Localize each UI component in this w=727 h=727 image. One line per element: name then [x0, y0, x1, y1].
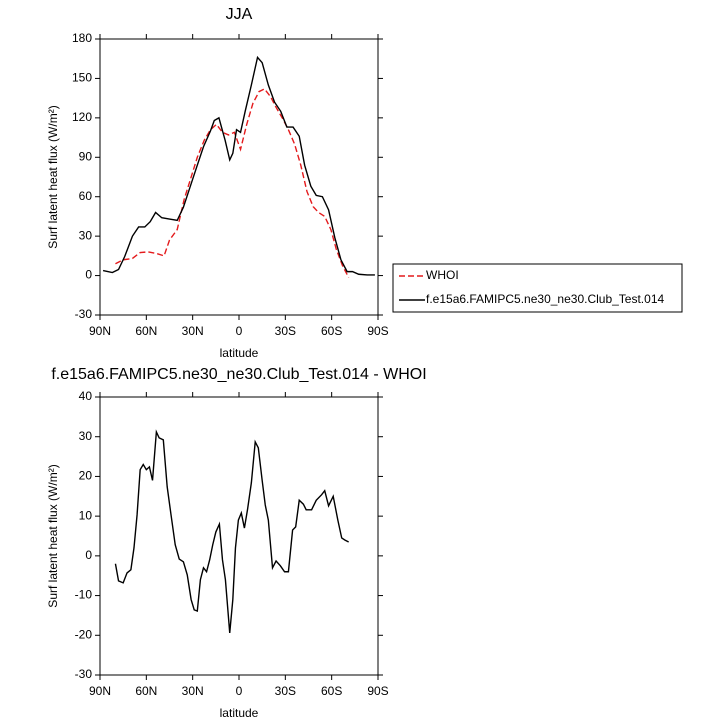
x-tick-label: 0	[236, 324, 243, 338]
data-line	[115, 88, 350, 278]
y-tick-label: 60	[79, 189, 93, 203]
y-tick-label: 20	[79, 469, 93, 483]
chart-title: f.e15a6.FAMIPC5.ne30_ne30.Club_Test.014 …	[51, 366, 426, 383]
y-tick-label: -10	[75, 588, 93, 602]
plot-frame	[99, 38, 379, 316]
y-tick-label: -30	[75, 307, 93, 321]
legend-box	[392, 263, 683, 313]
x-tick-label: 30S	[275, 324, 296, 338]
x-tick-label: 30N	[182, 324, 204, 338]
y-tick-label: 180	[72, 31, 92, 45]
y-axis-label: Surf latent heat flux (W/m²)	[46, 105, 60, 248]
y-axis-label: Surf latent heat flux (W/m²)	[46, 464, 60, 607]
x-tick-label: 90N	[89, 684, 111, 698]
y-tick-label: 150	[72, 71, 92, 85]
x-tick-label: 30S	[275, 684, 296, 698]
x-tick-label: 60N	[135, 684, 157, 698]
y-tick-label: 30	[79, 228, 93, 242]
y-tick-label: 40	[79, 389, 93, 403]
x-tick-label: 90N	[89, 324, 111, 338]
x-tick-label: 0	[236, 684, 243, 698]
x-axis-label: latitude	[220, 706, 259, 720]
y-tick-label: 30	[79, 429, 93, 443]
x-tick-label: 90S	[367, 684, 388, 698]
x-tick-label: 60S	[321, 324, 342, 338]
plot-frame	[99, 396, 379, 676]
data-line	[102, 55, 375, 276]
y-tick-label: 0	[85, 268, 92, 282]
y-tick-label: 10	[79, 508, 93, 522]
y-tick-label: -30	[75, 667, 93, 681]
x-tick-label: 60N	[135, 324, 157, 338]
y-tick-label: 120	[72, 110, 92, 124]
y-tick-label: -20	[75, 627, 93, 641]
chart-title: JJA	[226, 6, 253, 23]
data-line	[114, 429, 349, 633]
legend-label: WHOI	[426, 268, 459, 282]
x-axis-label: latitude	[220, 346, 259, 360]
y-tick-label: 0	[85, 548, 92, 562]
x-tick-label: 90S	[367, 324, 388, 338]
y-tick-label: 90	[79, 149, 93, 163]
legend-label: f.e15a6.FAMIPC5.ne30_ne30.Club_Test.014	[426, 292, 664, 306]
x-tick-label: 30N	[182, 684, 204, 698]
x-tick-label: 60S	[321, 684, 342, 698]
